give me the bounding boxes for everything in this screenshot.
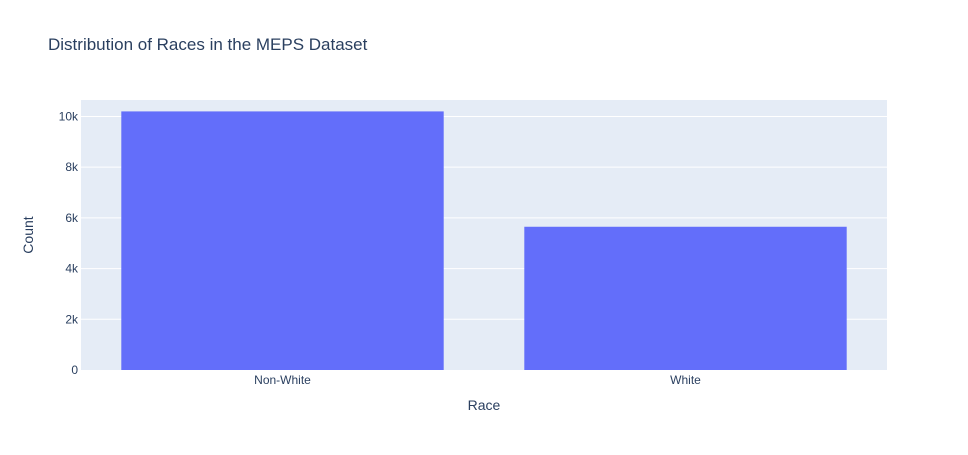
chart-title: Distribution of Races in the MEPS Datase…	[48, 35, 368, 54]
x-tick-label: Non-White	[254, 373, 311, 387]
y-tick-label: 10k	[59, 109, 79, 123]
x-axis-ticks: Non-White White	[254, 373, 701, 387]
bar-white[interactable]	[524, 226, 847, 370]
y-tick-label: 0	[71, 363, 78, 377]
x-tick-label: White	[670, 373, 701, 387]
y-tick-label: 6k	[65, 211, 79, 225]
y-tick-label: 4k	[65, 262, 79, 276]
x-axis-title: Race	[468, 397, 501, 413]
bars	[121, 111, 847, 370]
bar-non-white[interactable]	[121, 111, 444, 370]
y-axis-title: Count	[20, 216, 36, 253]
y-tick-label: 8k	[65, 160, 79, 174]
y-axis-ticks: 0 2k 4k 6k 8k 10k	[59, 109, 79, 377]
y-tick-label: 2k	[65, 312, 79, 326]
